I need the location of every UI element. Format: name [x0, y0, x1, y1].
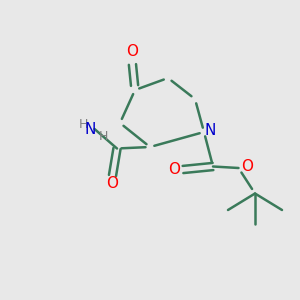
Text: N: N — [205, 123, 216, 138]
Text: N: N — [84, 122, 96, 136]
Text: H: H — [99, 130, 108, 143]
Text: O: O — [169, 162, 181, 177]
Text: O: O — [241, 159, 253, 174]
Text: H: H — [78, 118, 88, 131]
Text: O: O — [106, 176, 119, 191]
Text: O: O — [126, 44, 138, 59]
